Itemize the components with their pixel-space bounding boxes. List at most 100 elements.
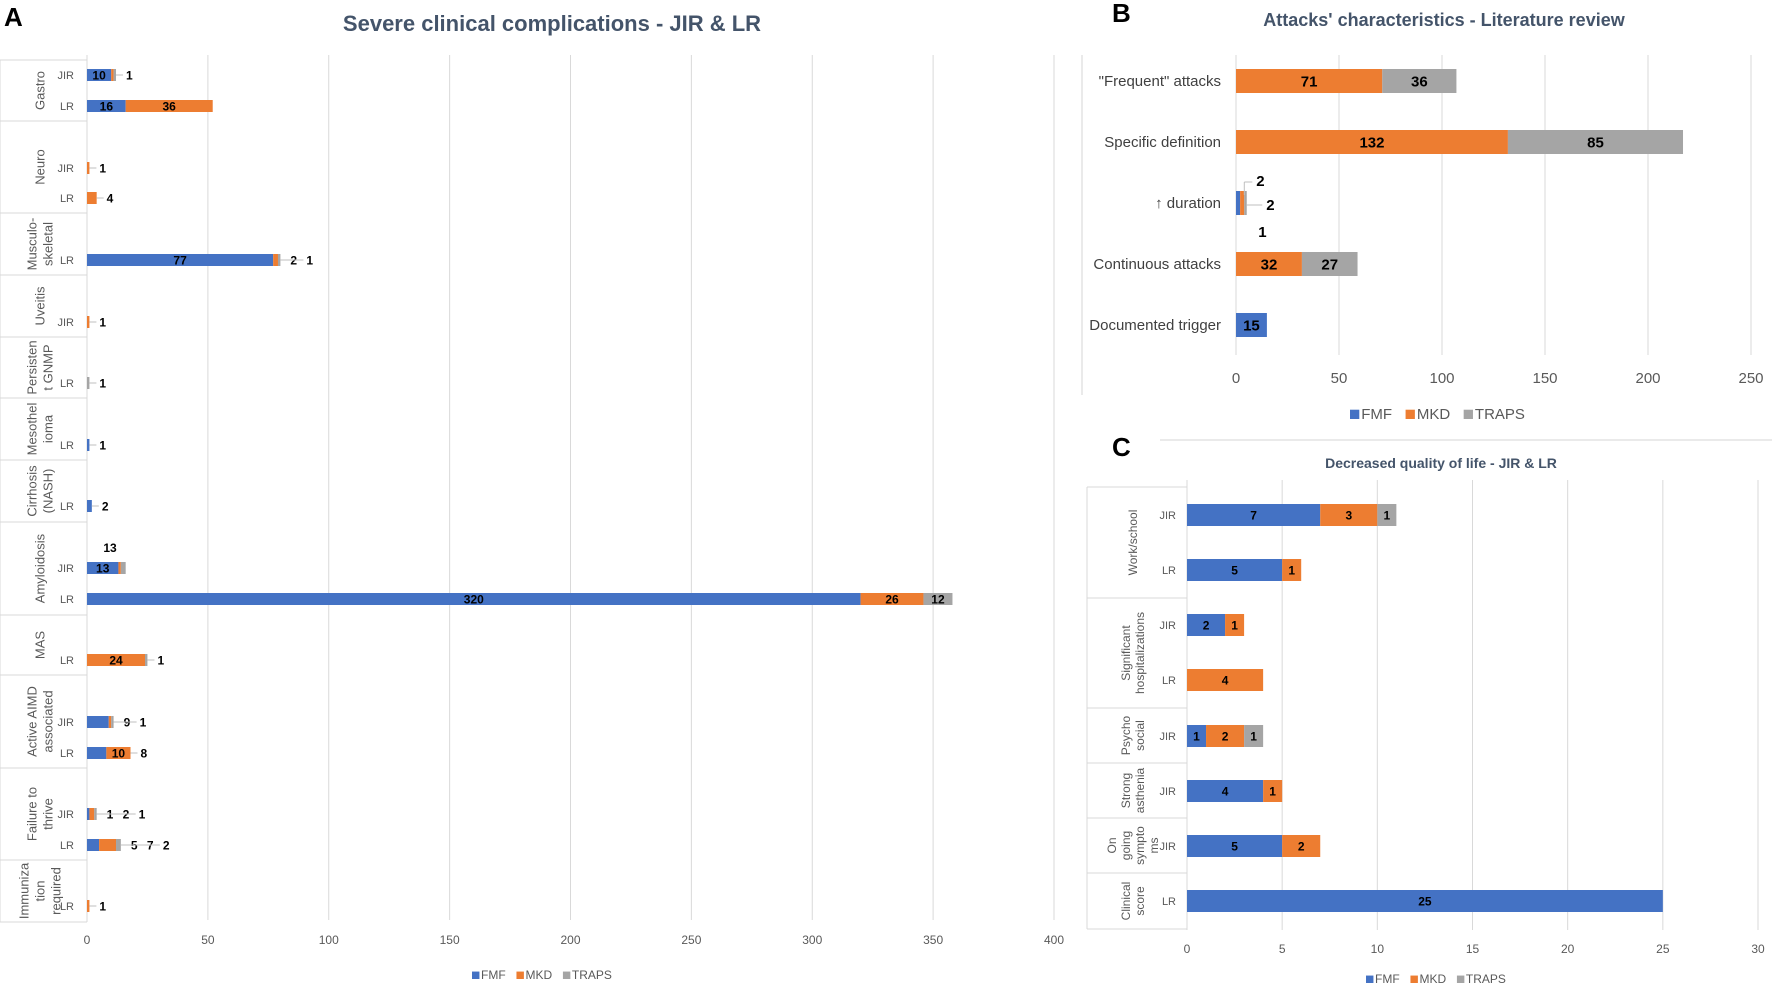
chart-c-x-tick: 30 <box>1751 942 1765 956</box>
chart-b-data-label: 36 <box>1411 74 1428 91</box>
chart-c-group-label: Psycho <box>1119 716 1133 756</box>
chart-b-legend-label-mkd: MKD <box>1417 406 1451 423</box>
chart-c-x-tick: 0 <box>1184 942 1191 956</box>
chart-c-data-label: 5 <box>1231 840 1238 854</box>
chart-c-data-label: 1 <box>1231 619 1238 633</box>
panel-letter-a: A <box>4 2 23 32</box>
chart-b-x-tick: 200 <box>1635 370 1660 387</box>
chart-c-group-label: going <box>1119 831 1133 860</box>
chart-b: 0 50 100 150 200 250 "Frequent" attacks 71 36 Spe… <box>1089 55 1764 423</box>
chart-b-bar-mkd <box>1236 252 1302 276</box>
chart-c-legend-label-fmf: FMF <box>1375 972 1400 986</box>
chart-a-legend-label-fmf: FMF <box>481 968 506 982</box>
chart-b-x-tick: 150 <box>1532 370 1557 387</box>
chart-b-category-label: Documented trigger <box>1089 317 1221 334</box>
chart-c-bar-mkd <box>1187 669 1264 691</box>
chart-c-bar-mkd <box>1263 780 1283 802</box>
chart-a-x-tick: 200 <box>560 933 580 947</box>
chart-a-data-label: 1 <box>99 316 106 330</box>
chart-a-bar-mkd <box>118 562 121 574</box>
chart-a-bar-traps <box>113 69 117 81</box>
chart-b-bar-traps <box>1301 252 1358 276</box>
chart-a-bar-mkd <box>87 162 90 174</box>
chart-a-bar-traps <box>94 808 97 820</box>
chart-a-row-label: LR <box>60 501 74 513</box>
chart-a-legend-label-traps: TRAPS <box>572 968 612 982</box>
chart-b-data-label: 2 <box>1266 197 1274 214</box>
chart-b-category-label: ↑ duration <box>1155 195 1221 212</box>
chart-a-data-label: 13 <box>103 541 117 555</box>
chart-a-data-label: 77 <box>173 254 187 268</box>
chart-a-group-label: Immuniza <box>16 862 31 919</box>
chart-a-group-label: MAS <box>32 631 47 660</box>
chart-c-x-tick: 20 <box>1561 942 1575 956</box>
chart-a-row-label: LR <box>60 193 74 205</box>
chart-a-row-label: LR <box>60 901 74 913</box>
chart-a-x-tick: 50 <box>201 933 215 947</box>
chart-a: 0 50 100 150 200 250 300 350 400 Gastro JIR 10 1 LR 16… <box>0 55 1064 982</box>
chart-b-category-label: Continuous attacks <box>1093 256 1221 273</box>
chart-c-group-label: score <box>1133 886 1147 916</box>
chart-b-bar-mkd <box>1236 69 1383 93</box>
chart-b-title: Attacks' characteristics - Literature re… <box>1263 10 1625 30</box>
chart-a-row-label: JIR <box>58 563 75 575</box>
chart-c-bar-fmf <box>1187 559 1283 581</box>
chart-a-bar-fmf <box>87 747 107 759</box>
chart-a-bar-traps <box>145 654 148 666</box>
chart-c-group-label: On <box>1105 837 1119 853</box>
chart-b-bar-traps <box>1382 69 1457 93</box>
chart-c-x-tick: 5 <box>1279 942 1286 956</box>
chart-a-bar-traps <box>111 716 114 728</box>
chart-a-bar-fmf <box>87 808 90 820</box>
chart-a-group-label: associated <box>40 690 55 752</box>
chart-b-bar-fmf <box>1236 191 1241 215</box>
chart-a-row-label: JIR <box>58 809 75 821</box>
chart-a-group-label: Amyloidosis <box>32 533 47 603</box>
chart-c-x-tick: 15 <box>1466 942 1480 956</box>
chart-c-row-label: JIR <box>1160 620 1177 632</box>
chart-a-x-tick: 400 <box>1044 933 1064 947</box>
chart-c-group-label: Strong <box>1119 773 1133 808</box>
chart-a-data-label: 2 <box>163 839 170 853</box>
chart-a-bar-traps <box>120 562 126 574</box>
chart-a-data-label: 26 <box>885 593 899 607</box>
chart-a-data-label: 8 <box>141 747 148 761</box>
chart-a-group-label: (NASH) <box>40 469 55 514</box>
chart-b-bar-traps <box>1244 191 1247 215</box>
chart-b-data-label: 27 <box>1321 257 1338 274</box>
chart-b-bar-mkd <box>1236 130 1508 154</box>
chart-a-bar-mkd <box>89 808 95 820</box>
chart-c-data-label: 3 <box>1345 509 1352 523</box>
chart-a-data-label: 4 <box>107 192 114 206</box>
chart-a-data-label: 24 <box>109 654 123 668</box>
chart-c-bar-fmf <box>1187 835 1283 857</box>
chart-c-row-label: JIR <box>1160 841 1177 853</box>
chart-b-data-label: 32 <box>1261 257 1278 274</box>
chart-a-data-label: 10 <box>92 69 106 83</box>
chart-a-x-tick: 250 <box>681 933 701 947</box>
chart-c-group-label: ms <box>1147 838 1161 854</box>
chart-c-legend-swatch-fmf <box>1366 975 1374 983</box>
chart-c-group-label: social <box>1133 720 1147 751</box>
chart-b-legend-label-fmf: FMF <box>1361 406 1392 423</box>
chart-c-group-label: asthenia <box>1133 767 1147 813</box>
chart-b-legend-label-traps: TRAPS <box>1475 406 1525 423</box>
chart-a-legend-label-mkd: MKD <box>525 968 552 982</box>
chart-a-row-label: JIR <box>58 163 75 175</box>
chart-a-data-label: 1 <box>99 162 106 176</box>
chart-a-bar-traps <box>116 839 121 851</box>
chart-a-data-label: 1 <box>306 254 313 268</box>
chart-a-title: Severe clinical complications - JIR & LR <box>343 11 761 36</box>
chart-c-bar-fmf <box>1187 725 1207 747</box>
chart-b-data-label: 2 <box>1256 173 1264 190</box>
panel-letter-c: C <box>1112 432 1131 462</box>
chart-a-legend-swatch-mkd <box>516 971 524 979</box>
chart-a-group-label: thrive <box>40 798 55 830</box>
chart-b-data-label: 15 <box>1243 318 1260 335</box>
chart-a-bar-mkd <box>125 100 213 112</box>
chart-c-data-label: 1 <box>1250 730 1257 744</box>
chart-a-x-tick: 150 <box>440 933 460 947</box>
chart-b-category-label: "Frequent" attacks <box>1099 73 1221 90</box>
chart-c-group-label: sympto <box>1133 826 1147 865</box>
chart-c-bar-mkd <box>1225 614 1245 636</box>
